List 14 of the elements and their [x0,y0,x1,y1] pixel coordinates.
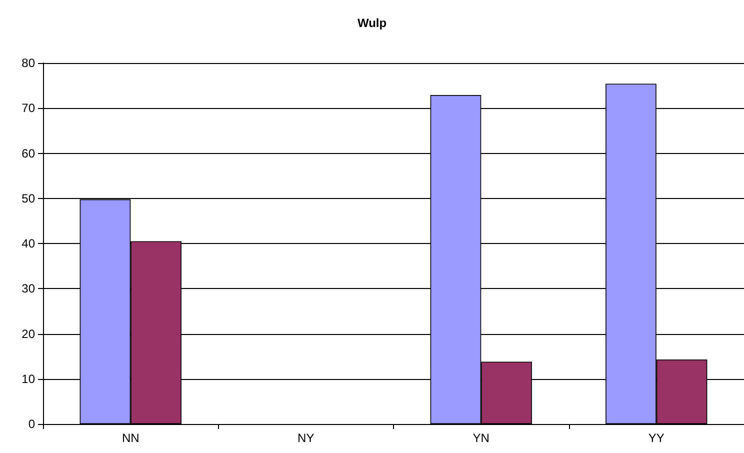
y-tick-label: 50 [22,191,36,206]
y-tick-label: 0 [28,417,36,431]
x-tick-label: NY [298,431,314,445]
y-tick-label: 70 [22,101,36,116]
y-tick-label: 30 [22,282,36,296]
x-tick-label: YN [472,431,490,445]
x-tick-label: YY [648,431,664,445]
x-tick-label: NN [122,431,140,445]
y-tick-label: 60 [22,146,36,160]
y-tick-label: 10 [22,372,36,386]
y-tick-label: 40 [22,236,36,250]
chart-title: Wulp [357,16,387,30]
y-tick-label: 20 [22,326,36,341]
y-tick-label: 80 [22,56,36,70]
